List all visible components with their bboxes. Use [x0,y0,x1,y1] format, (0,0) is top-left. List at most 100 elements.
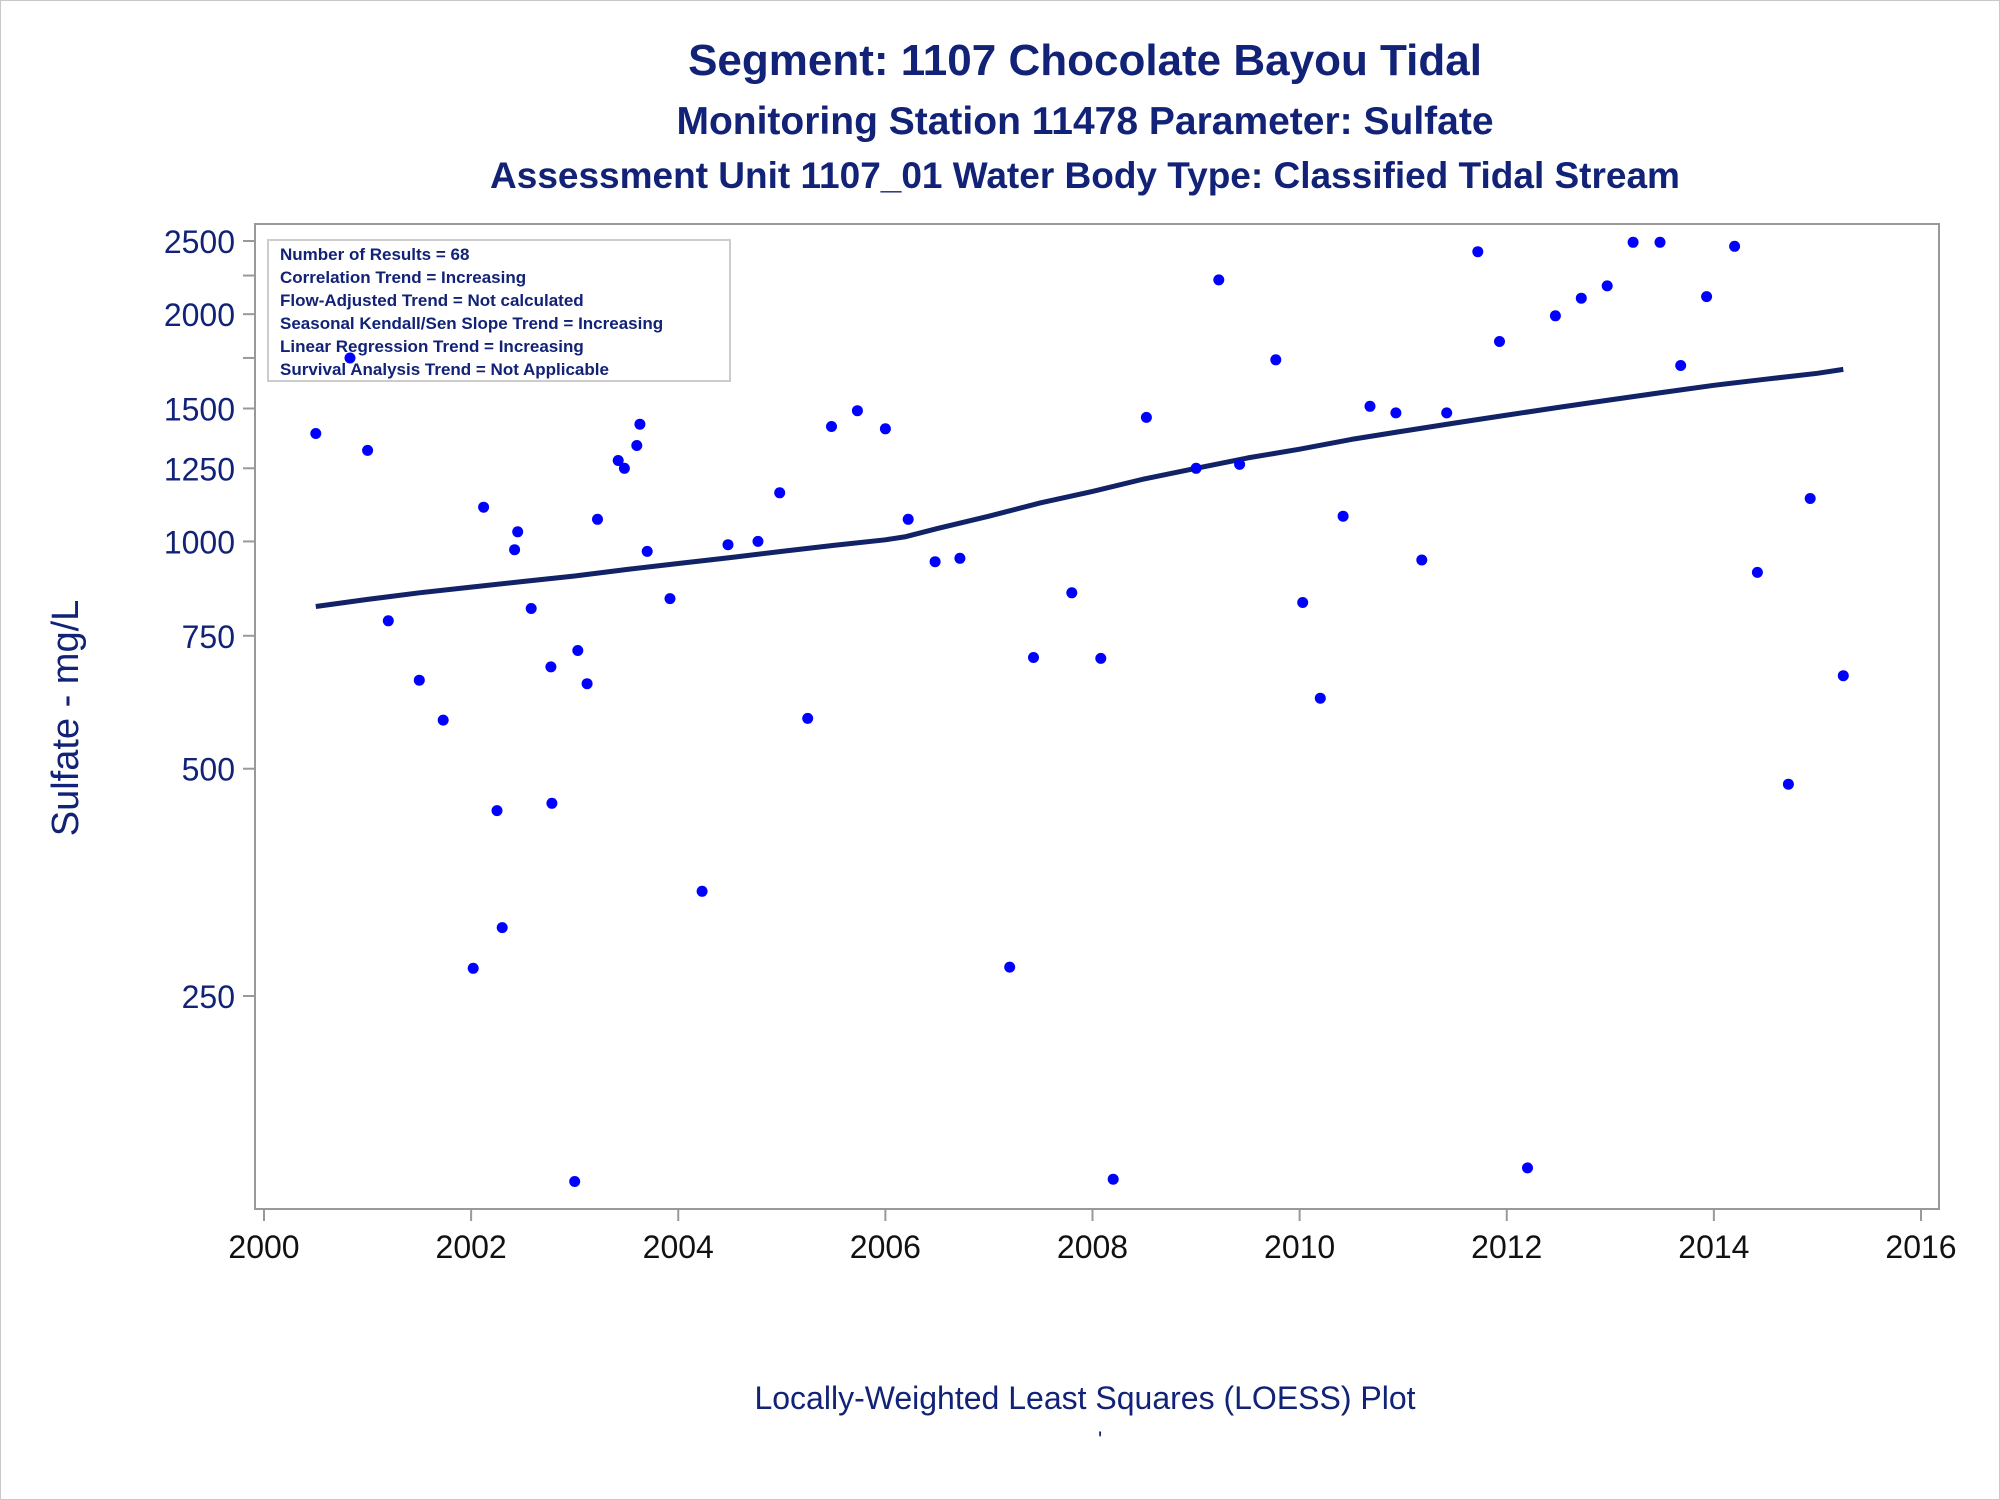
data-point [362,444,374,456]
data-point [1654,236,1666,248]
loess-curve [315,366,1844,609]
data-point [1522,1162,1533,1174]
data-point [851,405,863,417]
data-point [1314,692,1326,704]
info-box-line: Survival Analysis Trend = Not Applicable [280,360,609,379]
data-point [879,423,891,435]
y-tick-label: 500 [182,752,235,788]
y-axis-label: Sulfate - mg/L [45,600,87,837]
data-point [1416,554,1428,566]
plot-area [254,223,1940,1210]
y-tick-label: 1500 [164,391,235,427]
data-point [1190,462,1202,474]
chart-footnote: Locally-Weighted Least Squares (LOESS) P… [754,1380,1416,1416]
data-point [545,661,557,673]
x-tick-label: 2004 [643,1229,714,1265]
data-point [774,487,786,499]
data-point [1729,240,1741,252]
data-point [618,462,630,474]
data-point [512,526,524,538]
data-point [467,962,479,974]
chart-title: Segment: 1107 Chocolate Bayou Tidal [688,36,1482,85]
data-point [1390,407,1402,419]
y-tick-label: 2500 [164,224,235,260]
x-tick-label: 2002 [436,1229,507,1265]
x-tick-label: 2006 [850,1229,921,1265]
data-point [437,714,449,726]
data-point [382,615,394,627]
data-point [929,556,941,568]
y-axis: 250 500 750 1000 1250 1500 2000 2500 [164,224,255,1015]
x-tick-label: 2008 [1057,1229,1128,1265]
data-point [1297,597,1309,608]
data-point [634,418,646,430]
data-point [509,544,521,556]
data-point [546,797,558,809]
x-tick-label: 2012 [1471,1229,1542,1265]
data-point [1095,652,1107,664]
data-point [1782,778,1794,790]
x-tick-label: 2014 [1678,1229,1749,1265]
y-tick-label: 1250 [164,451,235,487]
data-point [1494,336,1505,347]
loess-curve-group [315,366,1844,609]
data-point [1364,400,1376,412]
data-point [664,593,676,605]
data-point [1213,274,1225,286]
x-tick-label: 2010 [1264,1229,1335,1265]
data-point [413,674,425,686]
data-point [491,805,503,817]
x-axis: 2000 2002 2004 2006 2008 2010 2012 2014 2016 [228,1209,1957,1265]
footnote-mark: ' [1098,1427,1103,1452]
data-point [344,352,356,364]
data-point [1107,1173,1119,1185]
data-point [696,885,708,897]
data-point [902,513,914,525]
data-point [802,712,814,724]
y-tick-label: 1000 [164,524,235,560]
data-point [525,603,537,614]
data-point [826,421,837,432]
data-point [1751,566,1763,578]
data-point [1028,652,1039,663]
data-point [569,1176,581,1187]
data-point [1675,360,1687,371]
data-point [1234,458,1246,470]
data-point [1549,310,1561,322]
data-point [572,645,584,656]
data-point [1627,236,1639,248]
chart-subtitle-2: Assessment Unit 1107_01 Water Body Type:… [490,155,1680,196]
data-point [1472,246,1484,258]
data-points [310,236,1849,1187]
data-point [1004,961,1016,973]
y-tick-label: 2000 [164,297,235,333]
info-box-line: Flow-Adjusted Trend = Not calculated [280,291,584,310]
info-box: Number of Results = 68 Correlation Trend … [267,239,731,382]
data-point [478,501,490,513]
data-point [612,455,624,466]
data-point [752,535,764,547]
x-tick-label: 2016 [1885,1229,1956,1265]
data-point [1441,407,1453,419]
y-tick-label: 750 [182,619,235,655]
data-point [581,678,593,690]
data-point [954,552,966,564]
data-point [1804,493,1816,504]
data-point [310,428,322,439]
y-tick-label: 250 [182,979,235,1015]
info-box-line: Linear Regression Trend = Increasing [280,337,584,356]
data-point [1837,670,1849,682]
data-point [641,545,653,557]
data-point [1270,354,1282,366]
data-point [722,539,734,551]
data-point [1337,510,1349,522]
info-box-line: Seasonal Kendall/Sen Slope Trend = Incre… [280,314,663,333]
data-point [631,440,643,451]
x-tick-label: 2000 [228,1229,299,1265]
data-point [1140,411,1152,423]
data-point [1701,291,1713,303]
data-point [592,513,603,525]
data-point [496,922,508,934]
chart-subtitle: Monitoring Station 11478 Parameter: Sulf… [676,100,1494,143]
